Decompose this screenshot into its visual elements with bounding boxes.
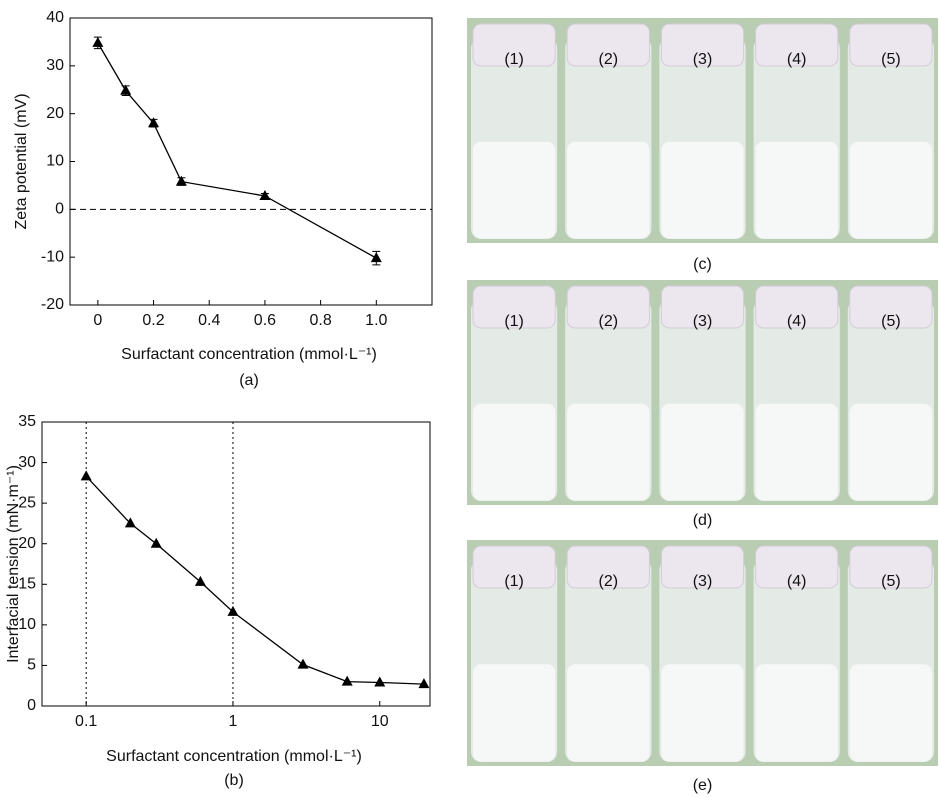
bottle-cap (660, 285, 745, 329)
bottle-cap (472, 545, 556, 589)
panel-caption: (e) (693, 777, 713, 794)
emulsion (849, 403, 932, 501)
emulsion (567, 664, 650, 762)
bottle-label: (1) (504, 51, 524, 68)
x-tick-label: 0 (93, 312, 102, 329)
emulsion (755, 403, 838, 501)
y-tick-label: 30 (18, 454, 36, 471)
data-point (92, 36, 104, 47)
emulsion (661, 664, 744, 762)
bottle-label: (3) (693, 313, 713, 330)
data-line (85, 475, 424, 685)
x-tick-label: 0.4 (198, 312, 220, 329)
bottle-cap (566, 23, 650, 67)
data-point (80, 470, 92, 481)
emulsion (473, 403, 556, 501)
data-point (227, 605, 239, 616)
x-axis-label: Surfactant concentration (mmol·L⁻¹) (121, 346, 377, 363)
y-tick-label: 0 (55, 201, 64, 218)
bottle-cap (472, 23, 556, 67)
bottle-cap (849, 285, 933, 329)
panel-caption: (c) (693, 256, 712, 273)
bottle-cap (660, 545, 745, 589)
bottle-cap (660, 23, 745, 67)
data-point (297, 658, 309, 669)
bottle-cap (566, 285, 650, 329)
emulsion (755, 141, 838, 239)
panel-caption: (b) (224, 772, 244, 789)
x-tick-label: 10 (371, 713, 389, 730)
bottle-cap (472, 285, 556, 329)
bottle-label: (4) (787, 51, 807, 68)
y-tick-label: 10 (18, 616, 36, 633)
bottle-label: (1) (504, 313, 524, 330)
y-tick-label: 20 (18, 535, 36, 552)
panel-caption: (d) (693, 512, 713, 529)
bottle-label: (2) (599, 573, 619, 590)
data-point (150, 537, 162, 548)
data-point (148, 117, 160, 128)
x-axis-label: Surfactant concentration (mmol·L⁻¹) (106, 748, 362, 765)
y-tick-label: 15 (18, 576, 36, 593)
data-point (124, 517, 136, 528)
data-point (120, 84, 132, 95)
bottle-label: (5) (881, 51, 901, 68)
y-tick-label: 25 (18, 494, 36, 511)
emulsion (661, 403, 744, 501)
bottle-label: (3) (693, 51, 713, 68)
x-tick-label: 0.2 (142, 312, 164, 329)
data-point (175, 175, 187, 186)
y-tick-label: 40 (46, 9, 64, 26)
emulsion (567, 141, 650, 239)
bottle-label: (4) (787, 313, 807, 330)
data-point (418, 678, 430, 689)
emulsion (755, 664, 838, 762)
bottle-label: (5) (881, 573, 901, 590)
plot-frame (41, 421, 431, 707)
data-point (194, 575, 206, 586)
emulsion (849, 141, 932, 239)
data-point (370, 252, 382, 263)
emulsion (473, 664, 556, 762)
x-tick-label: 1.0 (365, 312, 387, 329)
bottle-cap (755, 23, 839, 67)
y-tick-label: 5 (27, 657, 36, 674)
y-tick-label: -10 (41, 248, 64, 265)
y-tick-label: -20 (41, 296, 64, 313)
bottle-label: (1) (504, 573, 524, 590)
data-point (341, 675, 353, 686)
x-tick-label: 1 (229, 713, 238, 730)
x-tick-label: 0.1 (75, 713, 97, 730)
y-tick-label: 20 (46, 105, 64, 122)
bottle-label: (2) (599, 313, 619, 330)
bottle-label: (5) (881, 313, 901, 330)
y-tick-label: 10 (46, 153, 64, 170)
bottle-cap (755, 545, 839, 589)
data-point (374, 676, 386, 687)
bottle-label: (2) (599, 51, 619, 68)
y-tick-label: 0 (27, 697, 36, 714)
y-axis-label: Zeta potential (mV) (13, 93, 30, 229)
bottle-cap (755, 285, 839, 329)
emulsion (661, 141, 744, 239)
bottle-cap (566, 545, 650, 589)
x-tick-label: 0.8 (309, 312, 331, 329)
panel-caption: (a) (239, 372, 259, 389)
bottle-label: (4) (787, 573, 807, 590)
data-line (97, 42, 377, 259)
bottle-cap (849, 23, 933, 67)
x-tick-label: 0.6 (254, 312, 276, 329)
y-axis-label: Interfacial tension (mN·m⁻¹) (5, 465, 22, 663)
emulsion (567, 403, 650, 501)
y-tick-label: 30 (46, 57, 64, 74)
emulsion (473, 141, 556, 239)
bottle-label: (3) (693, 573, 713, 590)
bottle-cap (849, 545, 933, 589)
y-tick-label: 35 (18, 413, 36, 430)
emulsion (849, 664, 932, 762)
data-point (259, 189, 271, 200)
